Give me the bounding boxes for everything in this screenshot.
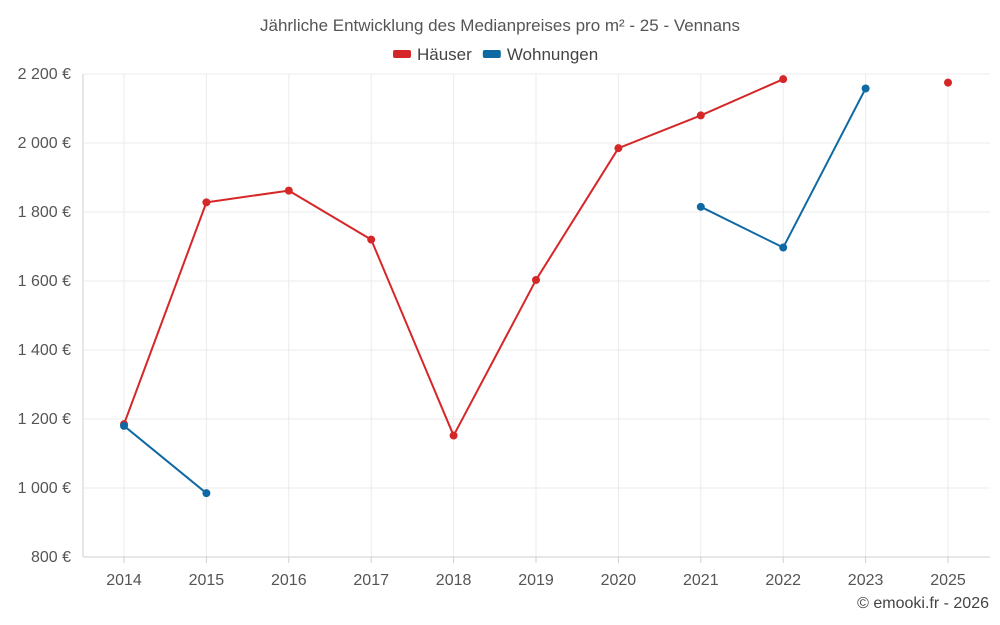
series-wohnungen bbox=[120, 84, 870, 498]
legend-label: Häuser bbox=[417, 45, 472, 64]
legend: Häuser Wohnungen bbox=[393, 45, 598, 64]
x-tick-label: 2025 bbox=[930, 572, 966, 589]
y-tick-label: 2 200 € bbox=[18, 66, 71, 83]
data-point[interactable] bbox=[779, 243, 788, 252]
y-tick-label: 1 000 € bbox=[18, 480, 71, 497]
y-tick-label: 2 000 € bbox=[18, 135, 71, 152]
y-tick-label: 800 € bbox=[31, 549, 71, 566]
y-tick-label: 1 200 € bbox=[18, 411, 71, 428]
data-point[interactable] bbox=[284, 186, 293, 195]
data-point[interactable] bbox=[202, 489, 211, 498]
data-point[interactable] bbox=[120, 421, 128, 430]
data-point[interactable] bbox=[367, 235, 376, 244]
chart-title: Jährliche Entwicklung des Medianpreises … bbox=[260, 16, 740, 35]
data-point[interactable] bbox=[449, 431, 458, 440]
x-tick-label: 2018 bbox=[436, 572, 472, 589]
x-axis: 2014 2015 2016 2017 2018 2019 2020 2021 2022 2023… bbox=[106, 557, 966, 589]
x-tick-label: 2015 bbox=[189, 572, 225, 589]
legend-item[interactable]: Häuser bbox=[393, 45, 472, 64]
copyright-text: © emooki.fr - 2026 bbox=[857, 595, 989, 612]
data-point[interactable] bbox=[614, 144, 623, 153]
data-point[interactable] bbox=[202, 198, 211, 207]
x-tick-label: 2022 bbox=[765, 572, 801, 589]
grid bbox=[82, 73, 990, 558]
series-häuser bbox=[120, 75, 952, 440]
x-tick-label: 2021 bbox=[683, 572, 719, 589]
x-tick-label: 2019 bbox=[518, 572, 554, 589]
y-tick-label: 1 800 € bbox=[18, 204, 71, 221]
x-tick-label: 2020 bbox=[601, 572, 637, 589]
data-point[interactable] bbox=[696, 202, 705, 211]
y-tick-label: 1 400 € bbox=[18, 342, 71, 359]
series-line bbox=[123, 425, 208, 494]
x-tick-label: 2014 bbox=[106, 572, 142, 589]
data-point[interactable] bbox=[696, 111, 705, 120]
legend-swatch bbox=[393, 50, 411, 58]
y-axis: 800 € 1 000 € 1 200 € 1 400 € 1 600 € 1 800 €… bbox=[18, 66, 71, 566]
x-tick-label: 2016 bbox=[271, 572, 307, 589]
legend-swatch bbox=[482, 50, 501, 58]
data-point[interactable] bbox=[532, 275, 540, 284]
y-tick-label: 1 600 € bbox=[18, 273, 71, 290]
data-point[interactable] bbox=[861, 84, 870, 93]
data-point[interactable] bbox=[779, 75, 788, 84]
legend-item[interactable]: Wohnungen bbox=[482, 45, 598, 64]
x-tick-label: 2017 bbox=[353, 572, 389, 589]
x-tick-label: 2023 bbox=[848, 572, 884, 589]
series-layer bbox=[120, 75, 952, 498]
legend-label: Wohnungen bbox=[507, 45, 598, 64]
data-point[interactable] bbox=[944, 78, 952, 87]
